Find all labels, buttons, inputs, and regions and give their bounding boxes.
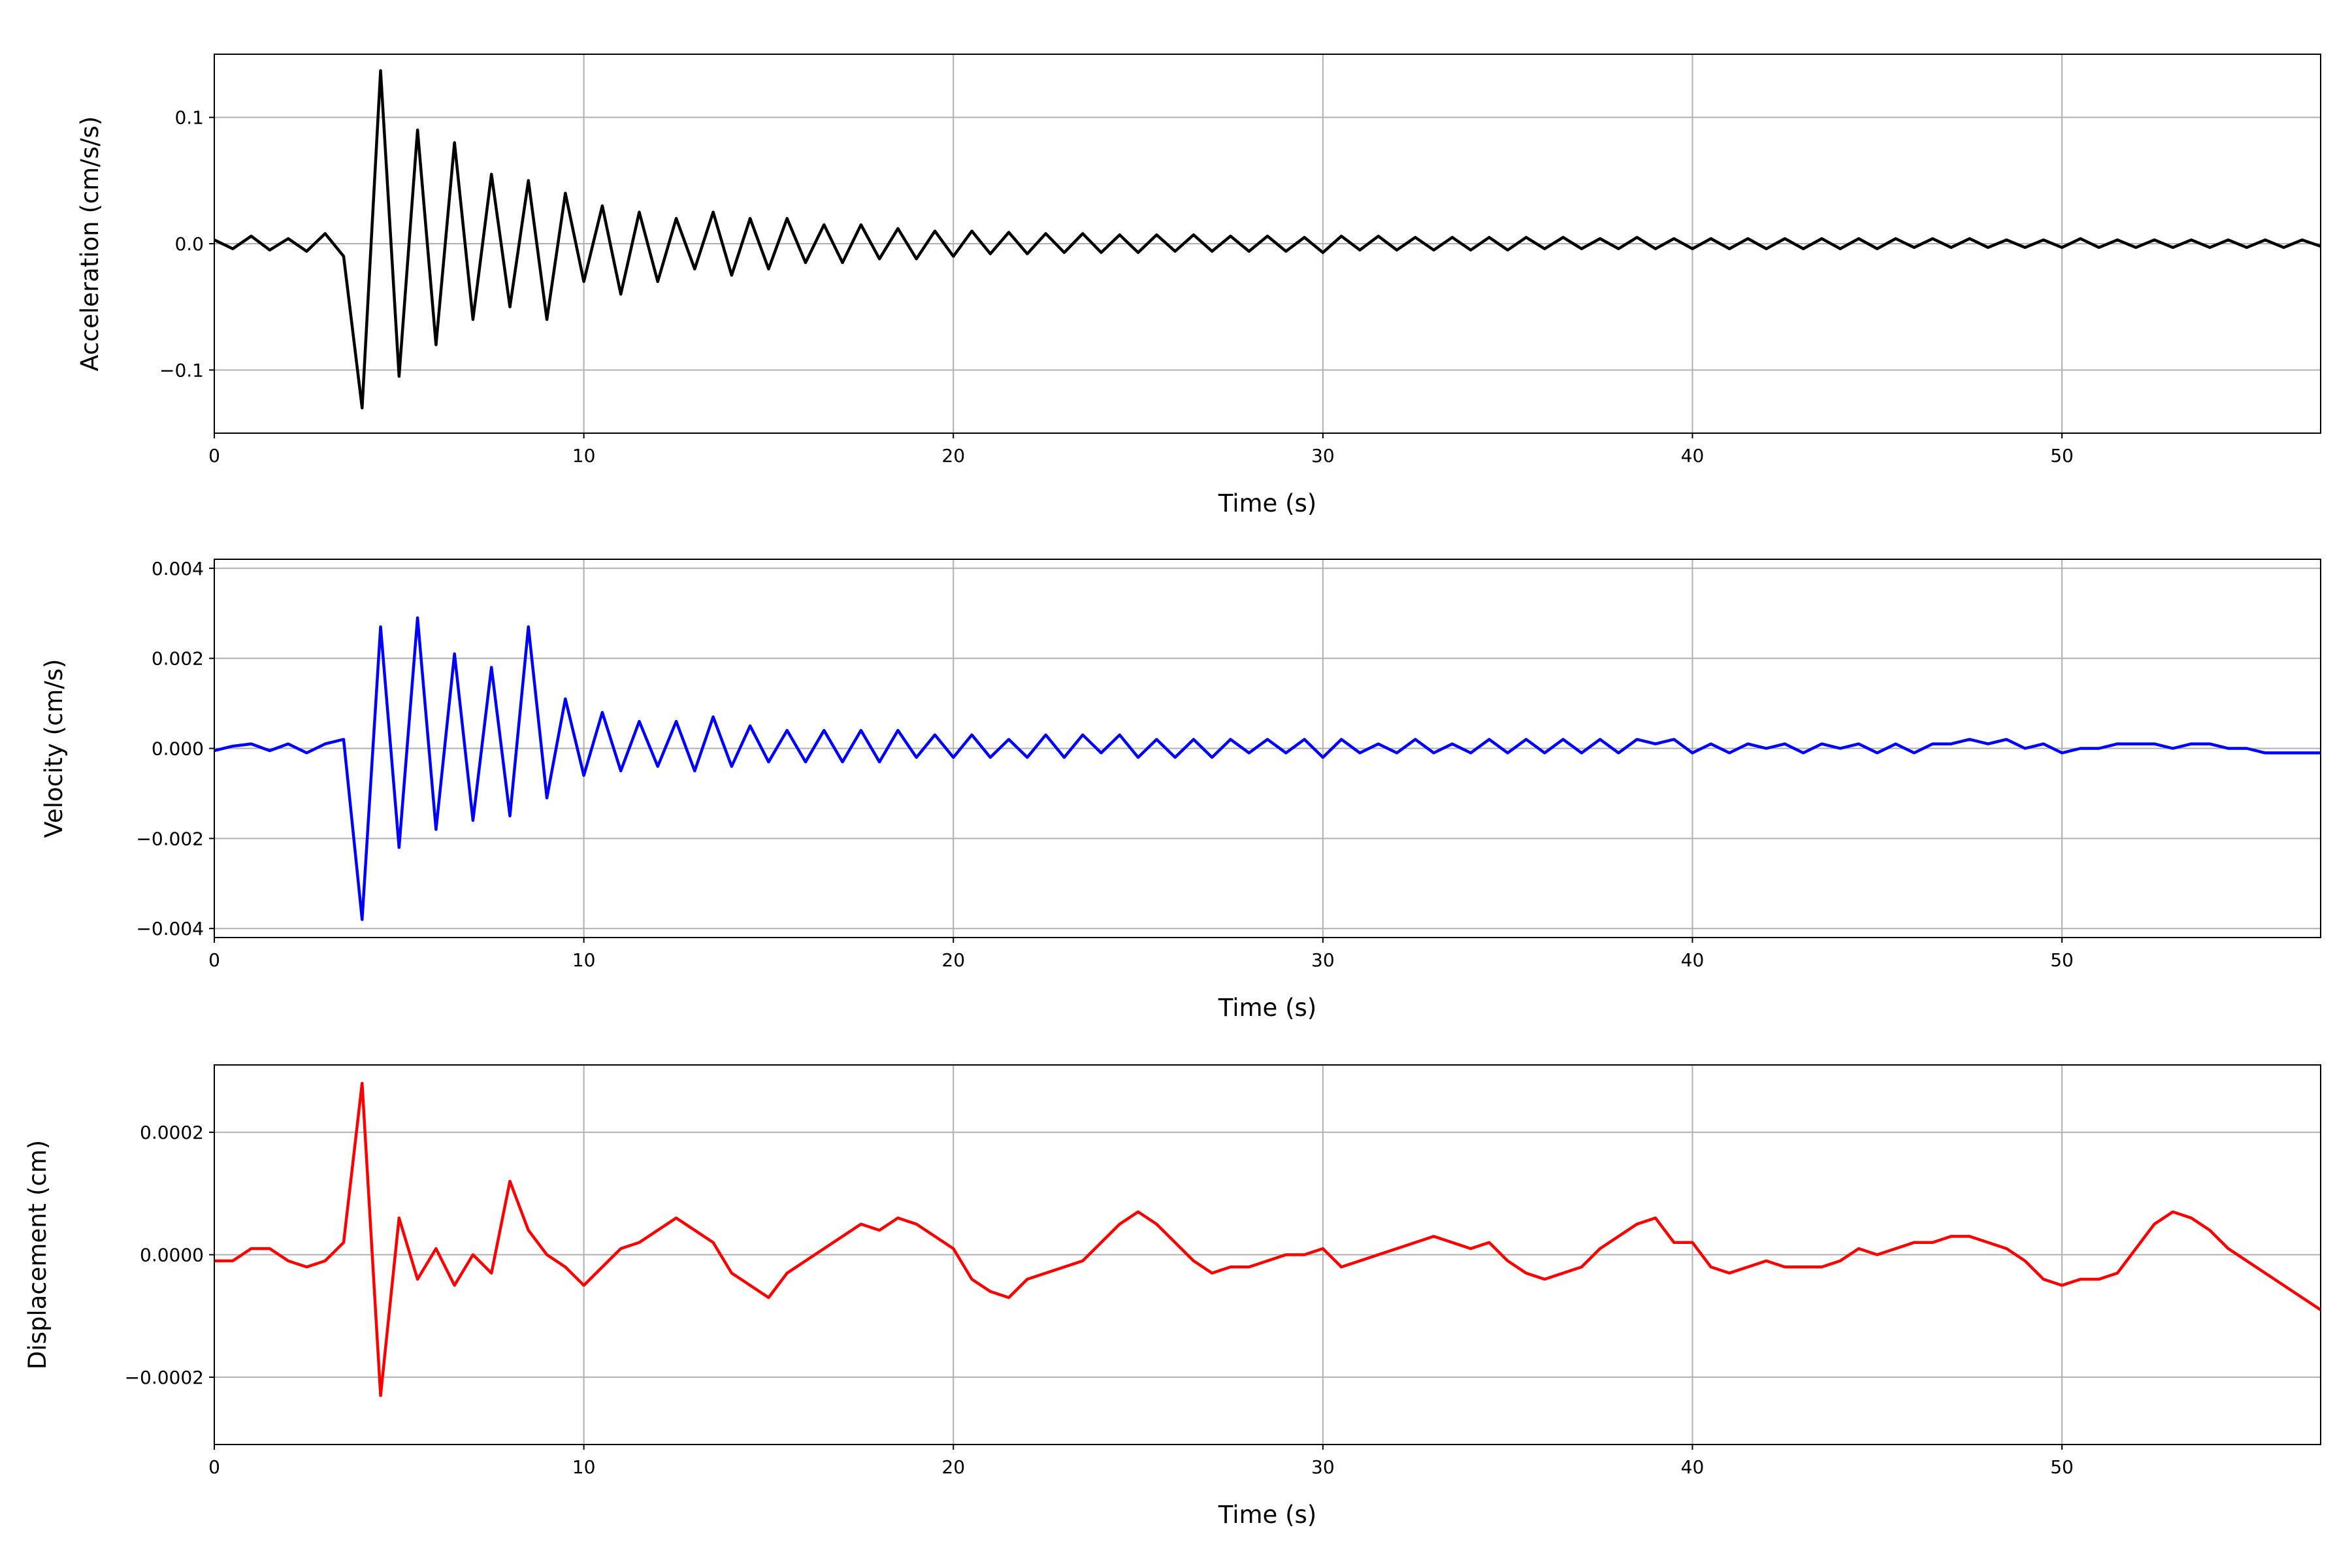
y-tick-label: −0.0002 [125,1367,204,1388]
y-tick-label: −0.002 [136,828,204,849]
plot-frame [214,54,2321,434]
y-tick-label: 0.0 [174,233,204,255]
data-line [214,616,2321,921]
panel: 0 10 20 30 40 50 −0.1 0.0 0.1 Time (s) Acceleratio… [76,54,2321,517]
plot-frame [214,559,2321,938]
y-axis-label: Displacement (cm) [24,1140,52,1369]
x-tick-label: 20 [941,445,965,466]
y-tick-label: 0.1 [174,107,204,129]
y-tick-label: −0.1 [159,359,204,381]
y-tick-label: 0.004 [152,558,204,580]
y-tick-label: 0.000 [152,738,204,760]
panel: 0 10 20 30 40 50 −0.004 −0.002 0.000 0.002 0.004 Ti… [40,558,2321,1022]
x-tick-label: 50 [2050,445,2074,466]
y-axis-label: Velocity (cm/s) [40,659,68,838]
x-tick-label: 40 [1681,445,1705,466]
x-tick-label: 40 [1681,1456,1705,1478]
x-tick-label: 20 [941,949,965,971]
y-tick-label: −0.004 [136,918,204,939]
x-tick-label: 10 [572,445,596,466]
y-axis-label: Acceleration (cm/s/s) [76,116,104,371]
x-tick-label: 20 [941,1456,965,1478]
x-tick-label: 0 [208,949,220,971]
x-tick-label: 50 [2050,1456,2074,1478]
x-tick-label: 10 [572,1456,596,1478]
x-tick-label: 50 [2050,949,2074,971]
x-tick-label: 0 [208,1456,220,1478]
panel: 0 10 20 30 40 50 −0.0002 0.0000 0.0002 Time (s) Di… [24,1064,2322,1529]
y-tick-label: 0.0002 [140,1122,204,1143]
plot-frame [214,1064,2321,1445]
data-line [214,1081,2322,1397]
x-tick-label: 0 [208,445,220,466]
y-tick-label: 0.0000 [140,1245,204,1266]
x-axis-label: Time (s) [1218,1501,1316,1529]
x-axis-label: Time (s) [1218,489,1316,517]
x-tick-label: 10 [572,949,596,971]
x-tick-label: 30 [1311,445,1335,466]
x-tick-label: 30 [1311,949,1335,971]
y-tick-label: 0.002 [152,648,204,670]
x-tick-label: 40 [1681,949,1705,971]
data-line [214,69,2321,410]
x-tick-label: 30 [1311,1456,1335,1478]
x-axis-label: Time (s) [1218,994,1316,1022]
